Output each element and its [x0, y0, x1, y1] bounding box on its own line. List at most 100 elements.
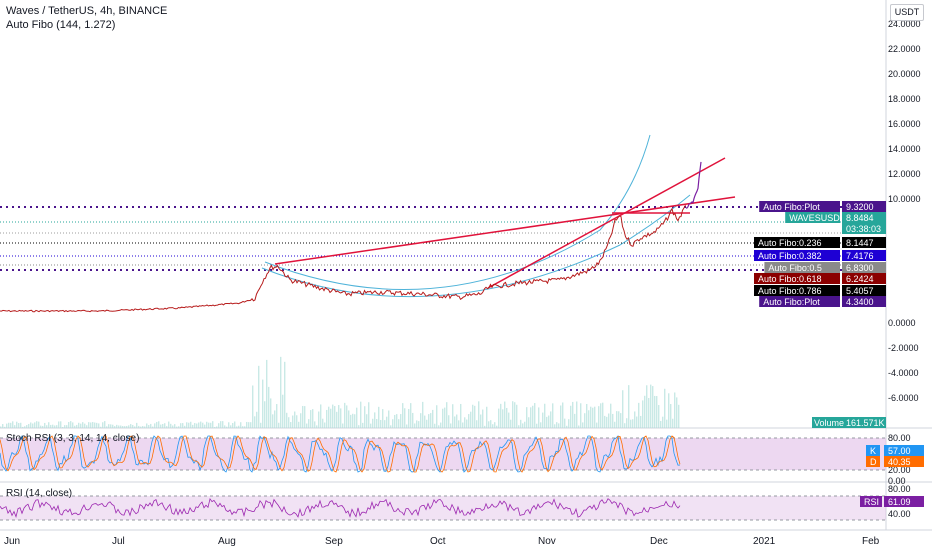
volume-bar [344, 402, 346, 428]
fib-value-tag [842, 237, 886, 248]
fib-value-text: 8.1447 [846, 238, 874, 248]
volume-bar [486, 406, 488, 428]
fib-value-tag [842, 285, 886, 296]
volume-bar [598, 406, 600, 428]
volume-bar [556, 422, 558, 428]
volume-bar [634, 411, 636, 428]
fib-value-text: 9.3200 [846, 202, 874, 212]
volume-bar [622, 390, 624, 428]
volume-bar [516, 404, 518, 428]
time-axis[interactable]: Jun Jul Aug Sep Oct Nov Dec 2021 Feb [4, 536, 880, 547]
volume-bar [604, 415, 606, 428]
volume-bar [276, 404, 278, 428]
volume-bar [330, 408, 332, 428]
volume-bar [502, 409, 504, 428]
volume-bar [644, 395, 646, 428]
volume-bar [260, 422, 262, 428]
volume-bar [316, 425, 318, 428]
volume-bar [112, 424, 114, 428]
volume-bar [470, 411, 472, 428]
arc-lower [261, 194, 691, 298]
symbol-title[interactable]: Waves / TetherUS, 4h, BINANCE [6, 5, 168, 17]
volume-bar [658, 405, 660, 428]
volume-bar [550, 411, 552, 428]
volume-bar [432, 409, 434, 428]
volume-bar [40, 425, 42, 428]
volume-bar [648, 398, 650, 428]
volume-bar [52, 424, 54, 428]
volume-bar [144, 426, 146, 428]
volume-bar [568, 419, 570, 428]
volume-bar [36, 421, 38, 428]
volume-bar [214, 426, 216, 428]
volume-bar [368, 402, 370, 428]
volume-bar [386, 416, 388, 428]
volume-bar [632, 419, 634, 428]
volume-bar [230, 425, 232, 428]
volume-bar [6, 423, 8, 428]
volume-bar [436, 405, 438, 428]
volume-bar [50, 424, 52, 428]
indicator-title[interactable]: Auto Fibo (144, 1.272) [6, 19, 116, 31]
volume-bar [532, 405, 534, 428]
volume-bar [678, 404, 680, 428]
volume-bar [318, 411, 320, 428]
price-axis[interactable]: 24.0000 22.0000 20.0000 18.0000 16.0000 14.00… [888, 19, 921, 403]
volume-bar [46, 425, 48, 428]
volume-bar [28, 423, 30, 428]
volume-bar [510, 419, 512, 428]
price-line [0, 205, 686, 313]
currency-button[interactable]: USDT [890, 4, 924, 21]
volume-bar [388, 410, 390, 428]
volume-bar [394, 414, 396, 428]
volume-bar [438, 425, 440, 428]
volume-bar [588, 410, 590, 428]
volume-bar [58, 421, 60, 428]
volume-bar [268, 386, 270, 428]
volume-bar [310, 410, 312, 428]
fib-name-text: Auto Fibo:0.5 [768, 263, 822, 273]
fib-value-text: 03:38:03 [846, 224, 881, 234]
volume-bar [186, 422, 188, 428]
volume-bar [404, 408, 406, 428]
volume-bar [584, 413, 586, 428]
volume-bar [562, 402, 564, 428]
fib-name-text: Auto Fibo:0.618 [758, 274, 822, 284]
volume-bar [192, 424, 194, 428]
volume-bar [108, 424, 110, 428]
volume-bar [454, 416, 456, 428]
volume-bar [630, 419, 632, 428]
volume-bar [100, 426, 102, 428]
volume-bar [142, 426, 144, 428]
volume-bar [176, 426, 178, 428]
volume-bar [26, 425, 28, 428]
volume-bar [258, 365, 260, 428]
fib-name-tag [785, 212, 840, 223]
volume-bar [350, 414, 352, 428]
volume-bar [324, 422, 326, 428]
volume-bar [154, 423, 156, 428]
volume-bar [104, 421, 106, 428]
volume-bar [416, 420, 418, 428]
fib-value-tag [842, 250, 886, 261]
volume-bar [582, 422, 584, 428]
rsi-value-tag [884, 496, 924, 507]
volume-bar [180, 423, 182, 428]
volume-bar [70, 421, 72, 428]
volume-name-tag [812, 417, 844, 428]
volume-bar [672, 418, 674, 428]
stoch-title[interactable]: Stoch RSI (3, 3, 14, 14, close) [6, 433, 140, 444]
volume-bar [216, 426, 218, 428]
volume-bar [406, 424, 408, 428]
volume-bar [204, 424, 206, 428]
volume-bar [116, 424, 118, 428]
rsi-title[interactable]: RSI (14, close) [6, 488, 73, 499]
volume-bar [624, 423, 626, 428]
volume-bar [586, 403, 588, 428]
volume-bar [326, 409, 328, 428]
volume-bar [402, 403, 404, 428]
volume-bar [160, 424, 162, 428]
volume-bar [256, 411, 258, 428]
volume-bar [188, 422, 190, 428]
